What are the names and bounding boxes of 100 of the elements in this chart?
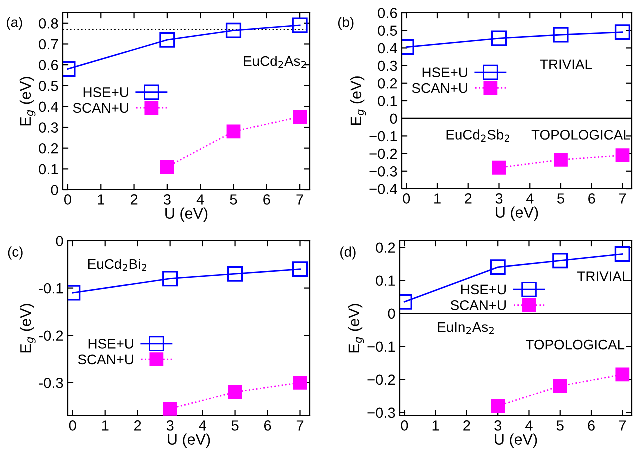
y-tick-label: −0.2 [370,148,398,160]
annotation: TOPOLOGICAL [532,130,630,140]
x-tick-label: 0 [64,194,72,205]
legend-label: SCAN+U [73,103,128,114]
x-tick-label: 2 [464,420,470,431]
point [614,24,631,40]
point [228,266,244,282]
y-tick-label: 0.1 [376,276,396,286]
legend-label: SCAN+U [450,300,506,310]
y-tick-label: 0.1 [39,164,58,175]
x-tick-label: 3 [166,420,174,431]
point [293,376,308,390]
x-tick-label: 7 [619,194,626,204]
x-tick-label: 6 [264,420,272,431]
point [226,22,242,38]
legend-label: HSE+U [84,88,128,98]
point [552,253,568,269]
y-tick-label: 0.5 [378,26,398,36]
y-tick-label: 0.2 [378,78,398,89]
x-tick-label: 1 [432,420,440,431]
y-tick-label: 0 [56,236,64,246]
x-tick-label: 4 [196,194,204,205]
x-tick-label: 2 [130,194,138,205]
annotation: TRIVIAL [540,60,592,70]
annotation: TRIVIAL [578,272,630,282]
y-tick-label: 0.4 [378,43,398,54]
y-tick-label: 0.6 [39,60,58,70]
x-tick-label: 1 [434,194,441,204]
x-axis-title: U (eV) [495,434,538,448]
point [491,399,506,414]
annotation: EuIn$_{2}$As$_{2}$ [438,322,494,334]
point [490,260,506,276]
y-tick-label: −0.3 [368,408,396,418]
y-tick-label: 0.5 [39,80,58,92]
point [162,271,178,287]
x-tick-label: 7 [296,194,304,205]
y-tick-label: −0.1 [370,131,398,142]
x-axis-title: U (eV) [168,434,210,448]
point [616,368,630,382]
y-tick-label: 0.8 [39,18,58,29]
y-tick-label: −0.3 [370,166,398,177]
x-tick-label: 7 [296,420,304,431]
y-axis-title: E$_{g}$ (eV) [20,77,36,126]
legend-label: HSE+U [422,68,468,78]
y-tick-label: -0.2 [39,330,64,342]
x-tick-label: 5 [230,194,238,205]
point [293,110,307,124]
text: (b) [338,17,354,30]
annotation: EuCd$_{2}$Bi$_{2}$ [88,258,146,272]
x-tick-label: 5 [558,194,564,204]
y-tick-label: −0.1 [368,342,396,352]
point [228,385,242,400]
point [492,160,506,175]
point [292,262,308,278]
x-tick-label: 4 [199,420,206,431]
x-axis-title: U (eV) [496,206,538,221]
x-tick-label: 4 [526,194,534,204]
y-tick-label: -0.3 [39,378,64,388]
point [491,30,508,46]
text: (d) [340,246,356,260]
y-tick-label: 0 [388,308,396,320]
x-tick-label: 1 [98,194,104,205]
y-tick-label: -0.1 [39,283,64,294]
x-tick-label: 2 [134,420,142,431]
x-tick-label: 6 [588,420,595,431]
x-tick-label: 7 [619,420,626,431]
point [226,124,241,139]
point [554,153,568,167]
y-tick-label: 0.4 [39,102,58,112]
point [553,27,569,43]
x-tick-label: 2 [465,194,472,204]
x-tick-label: 0 [403,194,410,204]
y-tick-label: 0 [51,185,58,196]
y-axis-title: E$_{g}$ (eV) [350,76,366,126]
x-tick-label: 4 [526,420,533,431]
y-tick-label: 0.3 [378,60,398,72]
y-tick-label: 0.1 [378,96,398,106]
y-tick-label: 0.2 [39,143,58,154]
point [160,32,176,48]
x-tick-label: 5 [232,420,239,431]
legend-label: HSE+U [461,284,506,295]
x-tick-label: 0 [401,420,408,431]
point [616,148,630,163]
text: (c) [8,246,23,260]
legend-label: SCAN+U [78,354,134,365]
y-tick-label: −0.2 [368,374,396,386]
point [163,402,178,416]
y-tick-label: 0.7 [39,39,58,50]
legend-label: HSE+U [88,339,134,349]
legend-label: SCAN+U [412,83,468,94]
x-axis-title: U (eV) [166,208,208,222]
y-axis-title: E$_{g}$ (eV) [20,304,36,353]
x-tick-label: 6 [264,194,270,205]
y-tick-label: 0.3 [39,122,58,133]
x-tick-label: 3 [494,420,502,431]
x-tick-label: 1 [102,420,109,431]
annotation: EuCd$_{2}$Sb$_{2}$ [446,130,510,142]
x-tick-label: 0 [69,420,76,431]
y-tick-label: 0 [390,114,398,124]
y-tick-label: 0.2 [376,242,396,254]
